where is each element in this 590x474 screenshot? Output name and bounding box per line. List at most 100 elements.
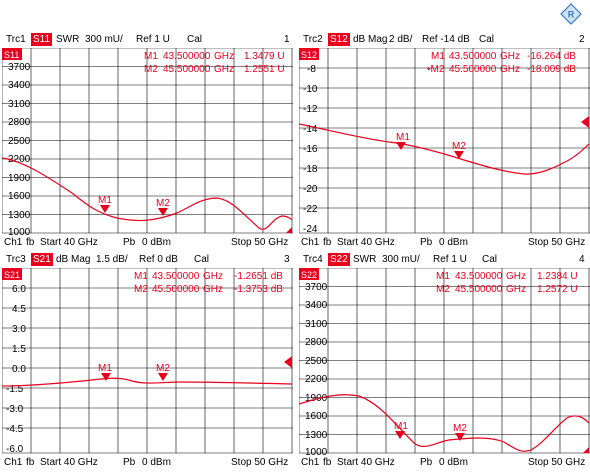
marker-name: M1 <box>144 51 158 62</box>
marker-name: •M2 <box>427 64 445 75</box>
marker-m2-icon[interactable] <box>454 151 464 159</box>
marker-m2-label: M2 <box>156 198 170 209</box>
marker-m2-icon[interactable] <box>455 433 465 441</box>
pb-label: Pb <box>123 237 136 248</box>
active-trace-label: S12 <box>301 50 317 60</box>
trace-ref: Ref 1 U <box>433 254 467 265</box>
y-tick: -3.0 <box>6 404 24 415</box>
channel-label: Ch1 <box>301 237 320 248</box>
stop-freq: Stop 50 GHz <box>231 457 289 468</box>
channel-label: Ch1 <box>301 457 320 468</box>
marker-freq: 45.500000 <box>163 64 211 75</box>
channel-label: Ch1 <box>4 237 23 248</box>
start-freq: Start 40 GHz <box>40 237 98 248</box>
s-param-badge[interactable]: S21 <box>31 253 53 266</box>
s-param-badge[interactable]: S12 <box>328 33 350 46</box>
trace-diagram[interactable]: S11 3700 3400 3100 2800 2500 2200 1900 1… <box>2 48 293 236</box>
trace-header: Trc4 S22 SWR 300 mU/ Ref 1 U Cal 4 <box>299 253 590 267</box>
trace-ref: Ref -14 dB <box>422 34 470 45</box>
y-tick: -16 <box>303 144 318 155</box>
marker-value: 1.2384 U <box>537 271 578 282</box>
trace-panel-1[interactable]: Trc1 S11 SWR 300 mU/ Ref 1 U Cal 1 S11 3… <box>2 33 293 251</box>
fb-label: fb <box>26 457 35 468</box>
trace-panel-2[interactable]: Trc2 S12 dB Mag 2 dB/ Ref -14 dB Cal 2 S… <box>299 33 590 251</box>
s-param-badge[interactable]: S22 <box>328 253 350 266</box>
trace-name: Trc3 <box>6 254 26 265</box>
trace-diagram[interactable]: S12 -8 -10 -12 -14 -16 -18 -20 -22 -24 M… <box>299 48 590 236</box>
ref-level-arrow-icon[interactable] <box>284 356 292 368</box>
marker-m1-label: M1 <box>396 132 410 143</box>
rohde-schwarz-logo-icon: R <box>560 3 582 25</box>
ref-level-arrow-icon[interactable] <box>286 227 292 233</box>
y-tick: -22 <box>303 204 318 215</box>
y-tick: -6.0 <box>6 444 24 455</box>
marker-m1-label: M1 <box>98 363 112 374</box>
trace-header: Trc2 S12 dB Mag 2 dB/ Ref -14 dB Cal 2 <box>299 33 590 47</box>
marker-freq: 43.500000 <box>163 51 211 62</box>
marker-freq: 43.500000 <box>455 271 503 282</box>
marker-m2-label: M2 <box>452 141 466 152</box>
y-tick: 1300 <box>305 430 328 441</box>
marker-m2-label: M2 <box>156 363 170 374</box>
marker-m1-icon[interactable] <box>395 431 405 439</box>
y-tick: 3.0 <box>12 324 26 335</box>
grid <box>299 268 590 454</box>
y-tick: -10 <box>303 84 318 95</box>
marker-unit: GHz <box>203 284 223 295</box>
y-tick: 2500 <box>8 136 31 147</box>
trace-line <box>2 377 293 387</box>
marker-unit: GHz <box>506 284 526 295</box>
power-label: 0 dBm <box>439 457 468 468</box>
marker-name: M2 <box>144 64 158 75</box>
y-tick: -18 <box>303 164 318 175</box>
trace-scale: 300 mU/ <box>85 34 123 45</box>
trace-ref: Ref 1 U <box>136 34 170 45</box>
marker-value: -1.3753 dB <box>234 284 283 295</box>
trace-panel-4[interactable]: Trc4 S22 SWR 300 mU/ Ref 1 U Cal 4 S22 3… <box>299 253 590 471</box>
y-tick: 4.5 <box>12 304 26 315</box>
trace-format: dB Mag <box>353 34 388 45</box>
trace-diagram[interactable]: S21 6.0 4.5 3.0 1.5 0.0 -1.5 -3.0 -4.5 -… <box>2 268 293 456</box>
marker-m1-icon[interactable] <box>100 205 110 213</box>
y-tick: 1600 <box>8 191 31 202</box>
window-number: 4 <box>579 254 585 265</box>
cal-label: Cal <box>194 254 210 265</box>
trace-scale: 1.5 dB/ <box>96 254 128 265</box>
marker-freq: 43.500000 <box>152 271 200 282</box>
marker-m2-icon[interactable] <box>158 373 168 381</box>
ref-level-arrow-icon[interactable] <box>583 447 589 453</box>
marker-value: -18.009 dB <box>527 64 576 75</box>
active-trace-badge <box>2 268 22 280</box>
marker-m1-icon[interactable] <box>396 142 406 150</box>
pb-label: Pb <box>123 457 136 468</box>
y-axis-labels: 6.0 4.5 3.0 1.5 0.0 -1.5 -3.0 -4.5 -6.0 <box>6 284 26 455</box>
active-trace-label: S11 <box>4 50 19 60</box>
cal-label: Cal <box>482 254 498 265</box>
fb-label: fb <box>323 237 332 248</box>
y-tick: -14 <box>303 124 318 135</box>
y-tick: 1000 <box>8 227 31 236</box>
y-tick: 2200 <box>8 154 31 165</box>
marker-m1-icon[interactable] <box>101 373 111 381</box>
y-axis-labels: -8 -10 -12 -14 -16 -18 -20 -22 -24 <box>303 64 318 235</box>
marker-m1-label: M1 <box>394 421 408 432</box>
trace-ref: Ref 0 dB <box>139 254 178 265</box>
power-label: 0 dBm <box>142 237 171 248</box>
y-tick: 6.0 <box>12 284 26 295</box>
ref-level-arrow-icon[interactable] <box>581 116 589 128</box>
marker-info-table: M1 43.500000 GHz 1.2384 U M2 45.500000 G… <box>436 271 578 295</box>
s-param-badge[interactable]: S11 <box>31 33 53 46</box>
marker-info-table: M1 43.500000 GHz -16.264 dB •M2 45.50000… <box>427 51 576 75</box>
y-tick: 1600 <box>305 411 328 422</box>
trace-diagram[interactable]: S22 3700 3400 3100 2800 2500 2200 1900 1… <box>299 268 590 456</box>
channel-footer: Ch1 fb Start 40 GHz Pb 0 dBm Stop 50 GHz <box>299 456 590 470</box>
y-tick: 3400 <box>8 80 31 91</box>
trace-panel-3[interactable]: Trc3 S21 dB Mag 1.5 dB/ Ref 0 dB Cal 3 S… <box>2 253 293 471</box>
marker-m2-icon[interactable] <box>158 208 168 216</box>
stop-freq: Stop 50 GHz <box>528 457 586 468</box>
marker-name: M1 <box>431 51 445 62</box>
y-tick: 1300 <box>8 210 31 221</box>
marker-value: -16.264 dB <box>527 51 576 62</box>
y-tick: -20 <box>303 184 318 195</box>
channel-label: Ch1 <box>4 457 23 468</box>
